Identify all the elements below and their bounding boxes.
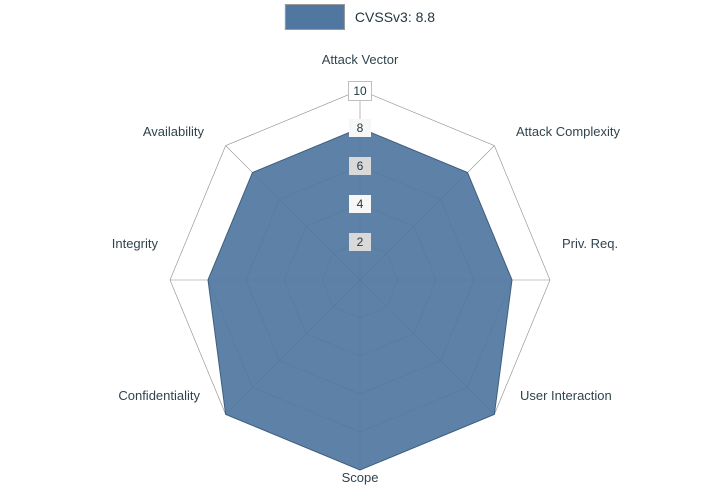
radar-chart-container: CVSSv3: 8.8 Attack VectorAttack Complexi…	[0, 0, 720, 504]
tick-10: 10	[348, 81, 372, 101]
axis-label-in: Integrity	[112, 236, 158, 251]
axis-label-ui: User Interaction	[520, 388, 612, 403]
axis-label-av2: Availability	[143, 124, 204, 139]
axis-label-sc: Scope	[342, 470, 379, 485]
axis-label-ac: Attack Complexity	[516, 124, 620, 139]
tick-4: 4	[349, 195, 371, 213]
axis-label-cf: Confidentiality	[118, 388, 200, 403]
tick-8: 8	[349, 119, 371, 137]
tick-2: 2	[349, 233, 371, 251]
axis-label-av: Attack Vector	[322, 52, 399, 67]
axis-label-pr: Priv. Req.	[562, 236, 618, 251]
tick-6: 6	[349, 157, 371, 175]
radar-svg	[0, 0, 720, 504]
